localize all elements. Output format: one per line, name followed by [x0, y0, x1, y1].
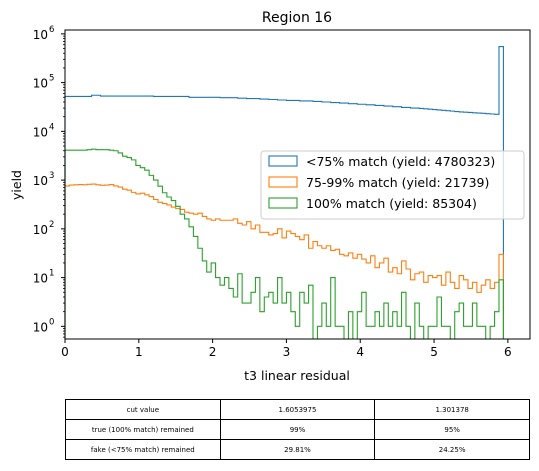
y-tick-exponent: 0 [49, 317, 54, 327]
y-tick-label: 10 [33, 77, 48, 91]
chart-title: Region 16 [262, 10, 332, 26]
x-tick-label: 4 [356, 345, 364, 359]
y-tick-exponent: 4 [49, 122, 54, 132]
y-tick-label: 10 [33, 174, 48, 188]
series-line-2 [64, 148, 508, 340]
x-tick-label: 0 [61, 345, 69, 359]
table-cell-value: 95% [374, 419, 530, 440]
y-tick-label: 10 [33, 125, 48, 139]
table-cell-value: 1.301378 [374, 399, 530, 420]
y-axis-label: yield [9, 170, 24, 200]
y-tick-exponent: 5 [49, 74, 54, 84]
y-tick-exponent: 6 [49, 25, 54, 35]
table-cell-value: 29.81% [219, 439, 376, 460]
table-row: cut value 1.6053975 1.301378 [65, 399, 530, 420]
legend-label: <75% match (yield: 4780323) [306, 154, 495, 169]
series-layer [64, 45, 508, 340]
x-tick-label: 5 [430, 345, 438, 359]
cut-summary-table: cut value 1.6053975 1.301378 true (100% … [65, 399, 530, 460]
legend-swatch [268, 176, 298, 188]
y-tick-exponent: 2 [49, 220, 54, 230]
legend: <75% match (yield: 4780323) 75-99% match … [260, 150, 525, 220]
legend-label: 100% match (yield: 85304) [306, 196, 477, 211]
y-tick-label: 10 [33, 320, 48, 334]
table-row: true (100% match) remained 99% 95% [65, 419, 530, 440]
x-axis-label: t3 linear residual [244, 368, 350, 383]
series-line-0 [64, 45, 508, 340]
table-cell-label: true (100% match) remained [65, 419, 221, 440]
legend-label: 75-99% match (yield: 21739) [306, 175, 489, 190]
table-cell-value: 99% [219, 419, 376, 440]
table-row: fake (<75% match) remained 29.81% 24.25% [65, 439, 530, 460]
y-tick-label: 10 [33, 272, 48, 286]
table-cell-label: fake (<75% match) remained [65, 439, 221, 460]
legend-swatch [268, 197, 298, 209]
legend-box [260, 150, 525, 220]
x-tick-label: 3 [283, 345, 291, 359]
y-tick-exponent: 3 [49, 171, 54, 181]
y-tick-label: 10 [33, 28, 48, 42]
y-tick-exponent: 1 [49, 269, 54, 279]
table-cell-label: cut value [65, 399, 221, 420]
series-line-1 [64, 183, 508, 340]
x-tick-label: 6 [504, 345, 512, 359]
table-cell-value: 1.6053975 [219, 399, 376, 420]
x-tick-label: 1 [135, 345, 143, 359]
table-cell-value: 24.25% [374, 439, 530, 460]
legend-swatch [268, 155, 298, 167]
x-tick-label: 2 [209, 345, 217, 359]
y-tick-label: 10 [33, 223, 48, 237]
